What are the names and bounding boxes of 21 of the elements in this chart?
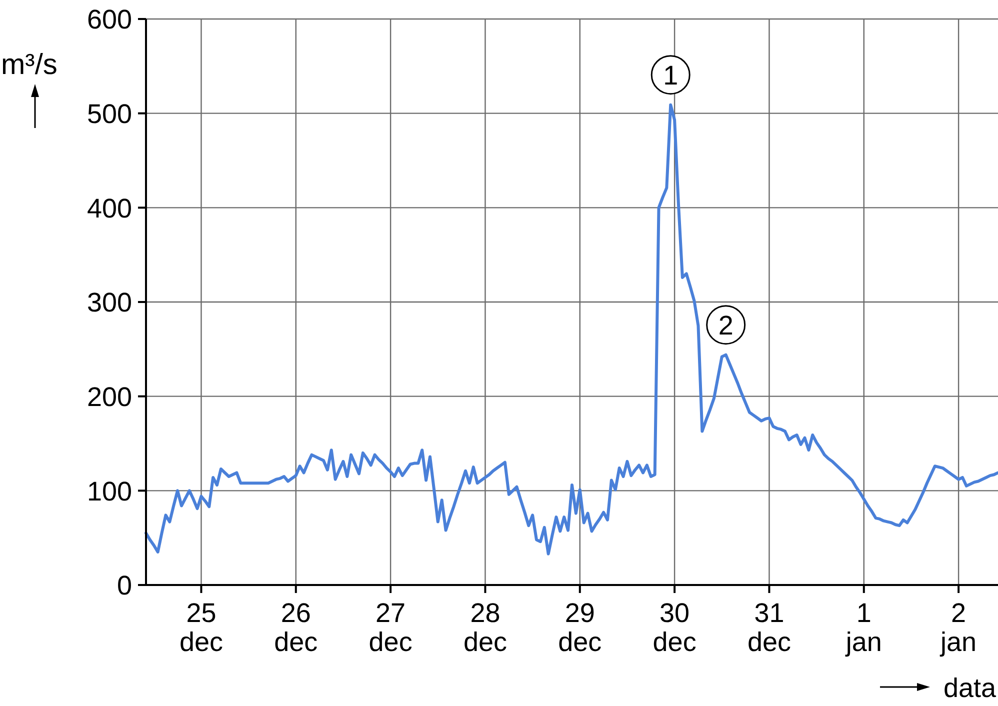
y-tick-label: 400 [86,193,132,224]
x-tick-label: 28 dec [463,598,507,657]
x-tick-label: 2 jan [940,598,977,657]
y-axis-title: m³/s [1,49,58,81]
y-tick-label: 100 [86,476,132,506]
x-tick-label: 27 dec [368,598,412,657]
y-tick-label: 300 [86,288,132,318]
x-tick-label: 30 dec [652,598,696,657]
x-tick-label: 31 dec [747,598,791,657]
annotation: 1 [663,60,678,91]
line-series [144,103,998,556]
y-tick-label: 0 [116,570,132,601]
x-axis-title: data [943,673,997,703]
annotation: 2 [718,310,734,341]
y-tick-label: 600 [86,4,132,35]
x-tick-label: 25 dec [179,598,223,657]
y-tick-label: 500 [86,99,132,130]
x-tick-label: 26 dec [274,598,318,657]
x-tick-label: 1 jan [844,598,882,657]
x-tick-label: 29 dec [558,598,602,657]
y-tick-label: 200 [86,382,132,412]
